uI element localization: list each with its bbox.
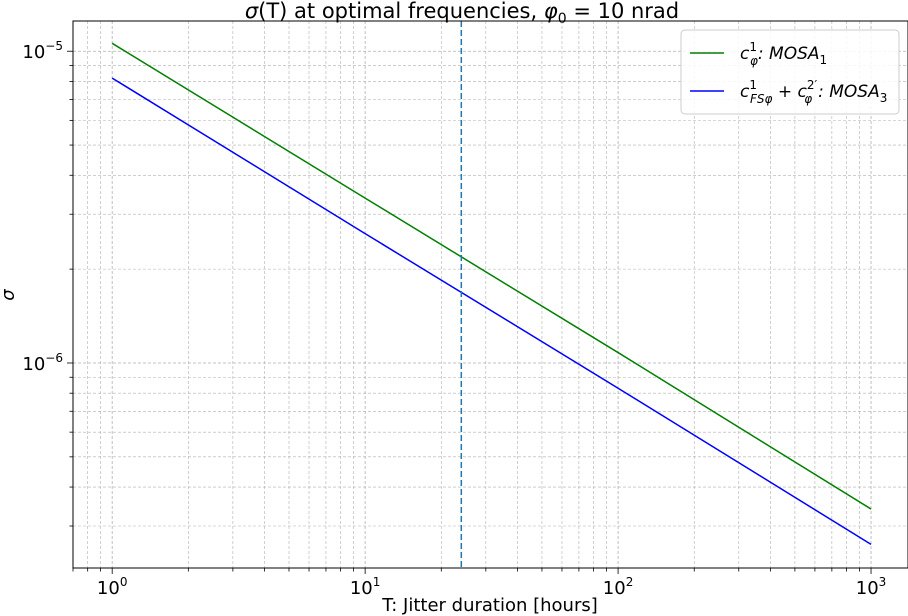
x-tick-label: 102 <box>603 575 634 599</box>
plot-frame <box>72 20 908 569</box>
series-line-2 <box>111 77 872 545</box>
legend: c1 φ: MOSA1 c1 FSφ + c2′ φ: MOSA3 <box>680 29 900 115</box>
chart-title: σ(T) at optimal frequencies, φ0 = 10 nra… <box>245 0 679 27</box>
legend-box <box>680 29 900 115</box>
y-axis-label: σ <box>0 289 19 301</box>
y-axis-ticks: 10−6 10−5 <box>22 39 73 527</box>
series-group <box>111 42 872 545</box>
x-axis-ticks: 100 101 102 103 <box>72 568 887 599</box>
x-tick-label: 103 <box>856 575 887 599</box>
series-line-1 <box>111 42 872 510</box>
y-tick-label: 10−5 <box>22 39 63 63</box>
x-axis-label: T: Jitter duration [hours] <box>381 595 598 616</box>
legend-label-mosa1: c1 φ: MOSA1 <box>740 40 827 68</box>
x-tick-label: 101 <box>350 575 381 599</box>
x-tick-label: 100 <box>97 575 128 599</box>
legend-label-mosa3: c1 FSφ + c2′ φ: MOSA3 <box>740 78 887 106</box>
y-tick-label: 10−6 <box>22 351 63 375</box>
